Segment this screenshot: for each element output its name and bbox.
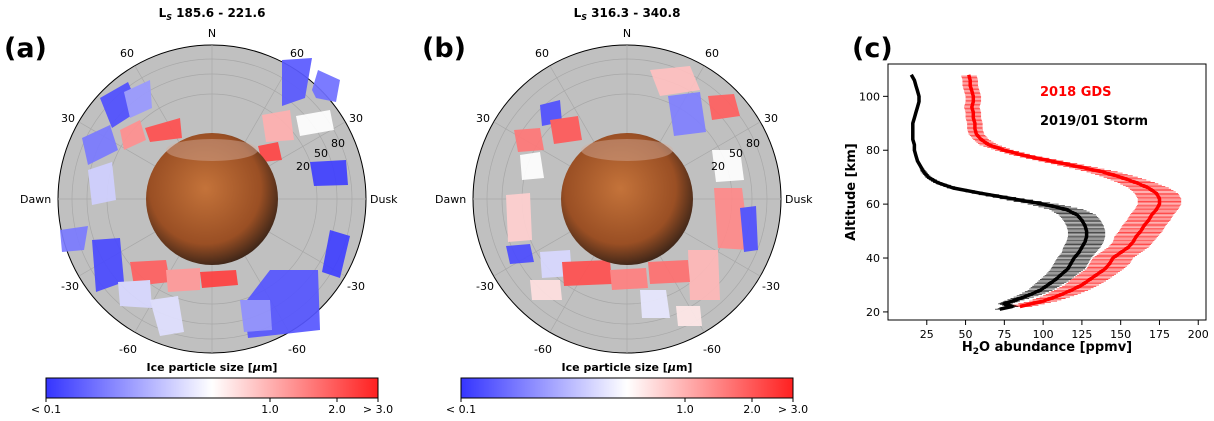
svg-text:80: 80 <box>746 137 760 150</box>
panel-a-colorbar-label: Ice particle size [μm] <box>147 361 278 374</box>
panel-b-dusk: Dusk <box>785 193 813 206</box>
svg-text:60: 60 <box>535 47 549 60</box>
panel-b-lat-labels: 60 30 -30 -60 60 30 -30 -60 <box>476 47 780 356</box>
panel-b-letter: (b) <box>422 33 466 64</box>
panel-a-colorbar-ticks: < 0.1 1.0 2.0 > 3.0 <box>31 403 393 416</box>
y-tick-label: 80 <box>866 144 880 157</box>
panel-b-dawn: Dawn <box>435 193 466 206</box>
svg-text:30: 30 <box>764 112 778 125</box>
panel-a: (a) LS 185.6 - 221.6 N <box>4 6 398 416</box>
panel-a-lat-labels: 60 30 -30 -60 60 30 -30 -60 <box>61 47 365 356</box>
panel-a-north-label: N <box>208 27 216 40</box>
panel-a-alt-labels: 20 50 80 <box>296 137 345 173</box>
series-gds <box>961 74 1182 309</box>
panel-b-alt-labels: 20 50 80 <box>711 137 760 173</box>
panel-a-mars <box>146 133 278 265</box>
svg-text:-60: -60 <box>703 343 721 356</box>
svg-text:> 3.0: > 3.0 <box>778 403 808 416</box>
panel-b-colorbar-ticks: < 0.1 1.0 2.0 > 3.0 <box>446 403 808 416</box>
svg-text:< 0.1: < 0.1 <box>446 403 476 416</box>
x-tick-label: 125 <box>1071 328 1092 341</box>
x-tick-label: 150 <box>1110 328 1131 341</box>
plot-area <box>887 63 1207 321</box>
panel-b-colorbar-label: Ice particle size [μm] <box>562 361 693 374</box>
legend-gds: 2018 GDS <box>1040 85 1112 100</box>
x-tick-label: 200 <box>1188 328 1209 341</box>
panel-a-dusk: Dusk <box>370 193 398 206</box>
panel-c-letter: (c) <box>852 33 893 64</box>
x-tick-label: 100 <box>1033 328 1054 341</box>
panel-b-mars <box>561 133 693 265</box>
svg-text:50: 50 <box>729 147 743 160</box>
svg-text:20: 20 <box>296 160 310 173</box>
panel-a-colorbar <box>45 377 379 399</box>
panel-b-title: LS 316.3 - 340.8 <box>574 6 681 22</box>
svg-text:1.0: 1.0 <box>676 403 694 416</box>
series-line <box>909 73 1089 311</box>
plot-c-content: 25 50 75 100 125 150 175 200 20 40 60 80 100 <box>859 73 1209 341</box>
svg-text:2.0: 2.0 <box>743 403 761 416</box>
svg-text:-60: -60 <box>534 343 552 356</box>
svg-text:-60: -60 <box>288 343 306 356</box>
panel-c: (c) 25 50 75 100 125 150 175 200 20 40 60 80 100 H2O… <box>844 33 1209 357</box>
svg-text:20: 20 <box>711 160 725 173</box>
y-axis-label: Altitude [km] <box>844 143 859 240</box>
svg-text:1.0: 1.0 <box>261 403 279 416</box>
svg-text:30: 30 <box>61 112 75 125</box>
panel-a-title: LS 185.6 - 221.6 <box>159 6 266 22</box>
series-storm <box>909 73 1106 311</box>
panel-b-swaths <box>506 66 758 326</box>
svg-text:-30: -30 <box>476 280 494 293</box>
svg-text:60: 60 <box>290 47 304 60</box>
svg-text:-60: -60 <box>119 343 137 356</box>
panel-a-dawn: Dawn <box>20 193 51 206</box>
panel-a-letter: (a) <box>4 33 47 64</box>
svg-text:-30: -30 <box>347 280 365 293</box>
svg-text:< 0.1: < 0.1 <box>31 403 61 416</box>
svg-text:30: 30 <box>349 112 363 125</box>
svg-text:80: 80 <box>331 137 345 150</box>
x-tick-label: 175 <box>1149 328 1170 341</box>
panel-b-north-label: N <box>623 27 631 40</box>
panel-a-swaths <box>60 58 350 338</box>
svg-text:60: 60 <box>705 47 719 60</box>
y-tick-label: 20 <box>866 306 880 319</box>
svg-text:> 3.0: > 3.0 <box>363 403 393 416</box>
svg-text:50: 50 <box>314 147 328 160</box>
y-tick-label: 40 <box>866 252 880 265</box>
y-tick-label: 60 <box>866 198 880 211</box>
x-tick-label: 50 <box>959 328 973 341</box>
svg-text:-30: -30 <box>762 280 780 293</box>
x-tick-label: 75 <box>997 328 1011 341</box>
svg-text:30: 30 <box>476 112 490 125</box>
y-tick-label: 100 <box>859 90 880 103</box>
svg-text:60: 60 <box>120 47 134 60</box>
x-axis-label: H2O abundance [ppmv] <box>962 340 1132 357</box>
x-tick-label: 25 <box>920 328 934 341</box>
panel-b-colorbar <box>460 377 794 399</box>
legend-storm: 2019/01 Storm <box>1040 114 1148 129</box>
svg-text:2.0: 2.0 <box>328 403 346 416</box>
panel-b: (b) LS 316.3 - 340.8 N <box>422 6 813 416</box>
series-line <box>967 74 1162 309</box>
svg-text:-30: -30 <box>61 280 79 293</box>
